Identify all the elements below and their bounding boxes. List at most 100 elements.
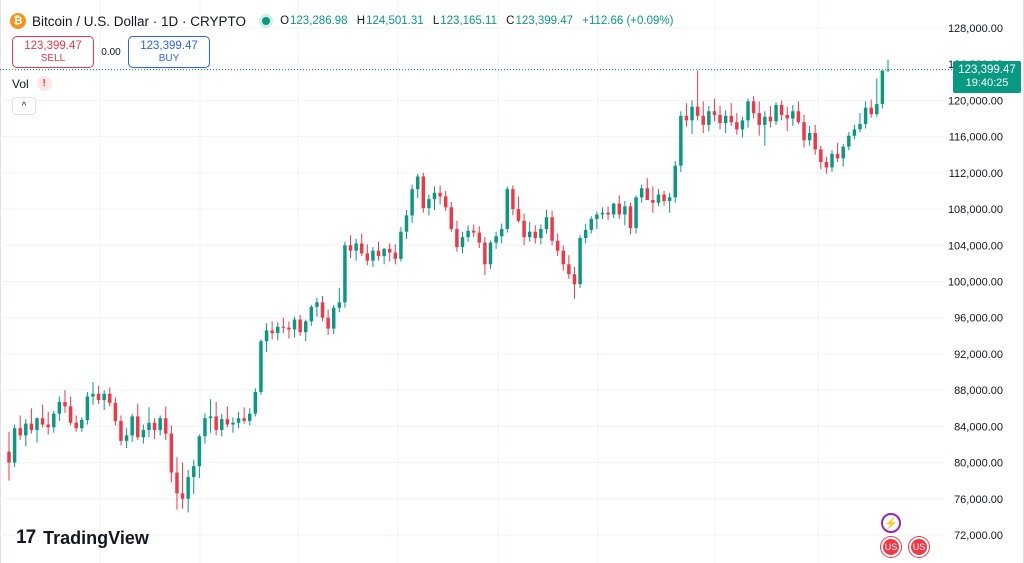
- bitcoin-icon[interactable]: ₿: [10, 13, 26, 29]
- candle-body: [421, 176, 426, 209]
- candle-body: [516, 209, 521, 221]
- candle-body: [835, 153, 840, 159]
- candle-body: [354, 243, 358, 251]
- candle-body: [404, 215, 409, 232]
- candle-body: [315, 302, 319, 307]
- price-axis: 128,000.00124,000.00120,000.00116,000.00…: [948, 23, 1003, 542]
- candle-body: [807, 133, 812, 141]
- spread-value: 0.00: [101, 46, 121, 58]
- candle-body: [578, 238, 582, 285]
- candle-body: [847, 135, 851, 147]
- candle-body: [673, 165, 677, 198]
- buy-button[interactable]: 123,399.47 BUY: [128, 36, 210, 68]
- candle-body: [740, 120, 745, 130]
- candle-body: [460, 237, 465, 248]
- candle-body: [52, 413, 56, 428]
- candle-body: [203, 418, 207, 437]
- candle-body: [208, 416, 213, 419]
- candle-body: [595, 214, 599, 220]
- candle-body: [270, 330, 274, 334]
- candle-body: [169, 433, 174, 473]
- candle-body: [802, 122, 806, 141]
- candle-body: [572, 274, 577, 285]
- candle-body: [852, 129, 857, 136]
- us-flag-event-icon[interactable]: US: [881, 537, 901, 557]
- candle-body: [415, 176, 420, 190]
- candle-body: [449, 207, 454, 229]
- price-tick-label: 96,000.00: [954, 313, 1003, 325]
- candle-body: [29, 423, 34, 430]
- high-label: H: [356, 15, 366, 27]
- candle-body: [281, 326, 286, 328]
- candle-body: [74, 422, 78, 429]
- candle-body: [695, 106, 700, 116]
- candle-body: [192, 466, 196, 478]
- sell-button[interactable]: 123,399.47 SELL: [12, 36, 94, 68]
- candle-body: [119, 420, 123, 441]
- candle-body: [757, 113, 761, 125]
- chevron-up-icon: ^: [21, 100, 27, 112]
- low-value: 123,165.11: [440, 15, 497, 27]
- symbol-title[interactable]: Bitcoin / U.S. Dollar · 1D · CRYPTO: [32, 13, 247, 29]
- candle-body: [639, 188, 644, 198]
- candle-body: [555, 240, 560, 251]
- candle-body: [24, 423, 28, 436]
- candle-body: [387, 248, 392, 253]
- candle-body: [533, 231, 538, 239]
- candle-body: [108, 393, 112, 403]
- high-value: 124,501.31: [366, 15, 424, 27]
- trade-panel: 123,399.47 SELL 0.00 123,399.47 BUY: [12, 36, 210, 68]
- candle-body: [63, 401, 67, 407]
- candle-body: [841, 146, 845, 159]
- candle-body: [113, 402, 118, 421]
- candle-body: [718, 114, 722, 124]
- candle-body: [723, 115, 728, 124]
- tradingview-logo-text: TradingView: [43, 527, 149, 548]
- candle-body: [858, 123, 862, 130]
- change-value: +112.66 (+0.09%): [582, 15, 674, 27]
- candle-body: [550, 217, 554, 241]
- last-price-value: 123,399.47: [958, 64, 1016, 77]
- candle-body: [623, 206, 627, 215]
- candle-body: [371, 250, 375, 261]
- collapse-indicators-button[interactable]: ^: [12, 97, 36, 115]
- candle-body: [494, 236, 498, 243]
- low-label: L: [432, 15, 440, 27]
- candle-body: [471, 230, 476, 233]
- candle-body: [779, 104, 784, 115]
- buy-label: BUY: [158, 53, 180, 65]
- sell-price: 123,399.47: [24, 39, 82, 52]
- us-flag-event-icon[interactable]: US: [909, 537, 929, 557]
- candle-body: [427, 199, 431, 209]
- lightning-event-icon[interactable]: ⚡: [881, 513, 901, 533]
- candle-body: [359, 243, 364, 254]
- candle-body: [751, 101, 756, 114]
- candle-body: [679, 115, 683, 166]
- volume-label: Vol: [12, 76, 29, 91]
- buy-price: 123,399.47: [140, 39, 198, 52]
- candle-body: [729, 115, 733, 123]
- candle-body: [57, 401, 62, 414]
- candle-body: [505, 189, 510, 229]
- candle-body: [365, 253, 370, 261]
- price-tick-label: 104,000.00: [948, 240, 1003, 252]
- candle-body: [292, 319, 297, 330]
- close-value: 123,399.47: [515, 15, 574, 27]
- market-status-icon[interactable]: [262, 17, 271, 25]
- candle-body: [455, 228, 459, 248]
- candle-body: [186, 477, 190, 499]
- candle-body: [690, 106, 694, 121]
- tradingview-logo[interactable]: 17 TradingView: [16, 527, 149, 549]
- candle-body: [539, 228, 543, 239]
- candle-body: [561, 250, 566, 265]
- price-tick-label: 120,000.00: [948, 95, 1003, 107]
- candle-body: [348, 245, 353, 251]
- volume-indicator[interactable]: Vol !: [12, 76, 52, 91]
- warning-icon[interactable]: !: [36, 76, 52, 91]
- grid-lines: [0, 0, 944, 563]
- candle-body: [376, 250, 381, 257]
- candle-body: [18, 428, 22, 436]
- candle-body: [785, 114, 789, 119]
- candle-body: [544, 217, 549, 229]
